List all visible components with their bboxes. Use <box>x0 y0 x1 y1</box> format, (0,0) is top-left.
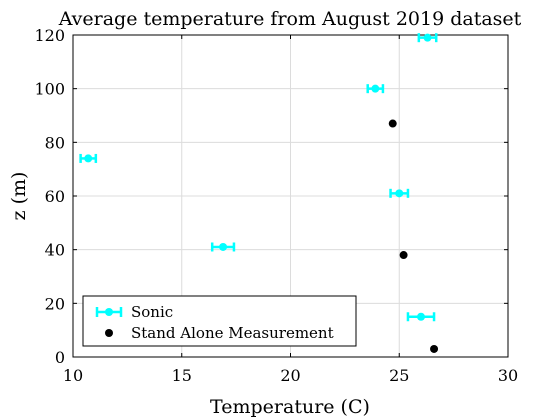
y-tick-label: 0 <box>55 348 65 367</box>
legend-label-standalone: Stand Alone Measurement <box>131 324 334 342</box>
axis-ticks: 10 15 20 25 30 0 20 40 60 80 100 120 <box>34 26 518 385</box>
data-points <box>79 33 439 353</box>
standalone-point <box>399 251 408 260</box>
y-tick-label: 100 <box>34 80 65 99</box>
x-tick-label: 10 <box>63 366 83 385</box>
sonic-point <box>389 188 410 198</box>
y-tick-label: 20 <box>45 294 65 313</box>
y-axis-label: z (m) <box>8 172 30 221</box>
standalone-point <box>430 344 439 353</box>
x-tick-label: 25 <box>389 366 409 385</box>
legend: Sonic Stand Alone Measurement <box>82 295 357 347</box>
legend-label-sonic: Sonic <box>131 303 173 321</box>
x-tick-label: 20 <box>280 366 300 385</box>
x-axis-label: Temperature (C) <box>210 396 370 418</box>
y-tick-label: 80 <box>45 133 65 152</box>
legend-box <box>82 295 357 347</box>
sonic-point <box>406 312 436 322</box>
legend-sonic-marker <box>95 307 123 317</box>
sonic-point <box>210 242 236 252</box>
y-tick-label: 40 <box>45 241 65 260</box>
y-tick-label: 120 <box>34 26 65 45</box>
legend-standalone-marker <box>105 329 113 337</box>
x-tick-label: 15 <box>172 366 192 385</box>
x-tick-label: 30 <box>498 366 518 385</box>
sonic-point <box>79 153 98 163</box>
standalone-point <box>388 119 397 128</box>
chart-title: Average temperature from August 2019 dat… <box>58 8 522 30</box>
y-tick-label: 60 <box>45 187 65 206</box>
sonic-point <box>366 84 385 94</box>
sonic-point <box>417 33 438 43</box>
